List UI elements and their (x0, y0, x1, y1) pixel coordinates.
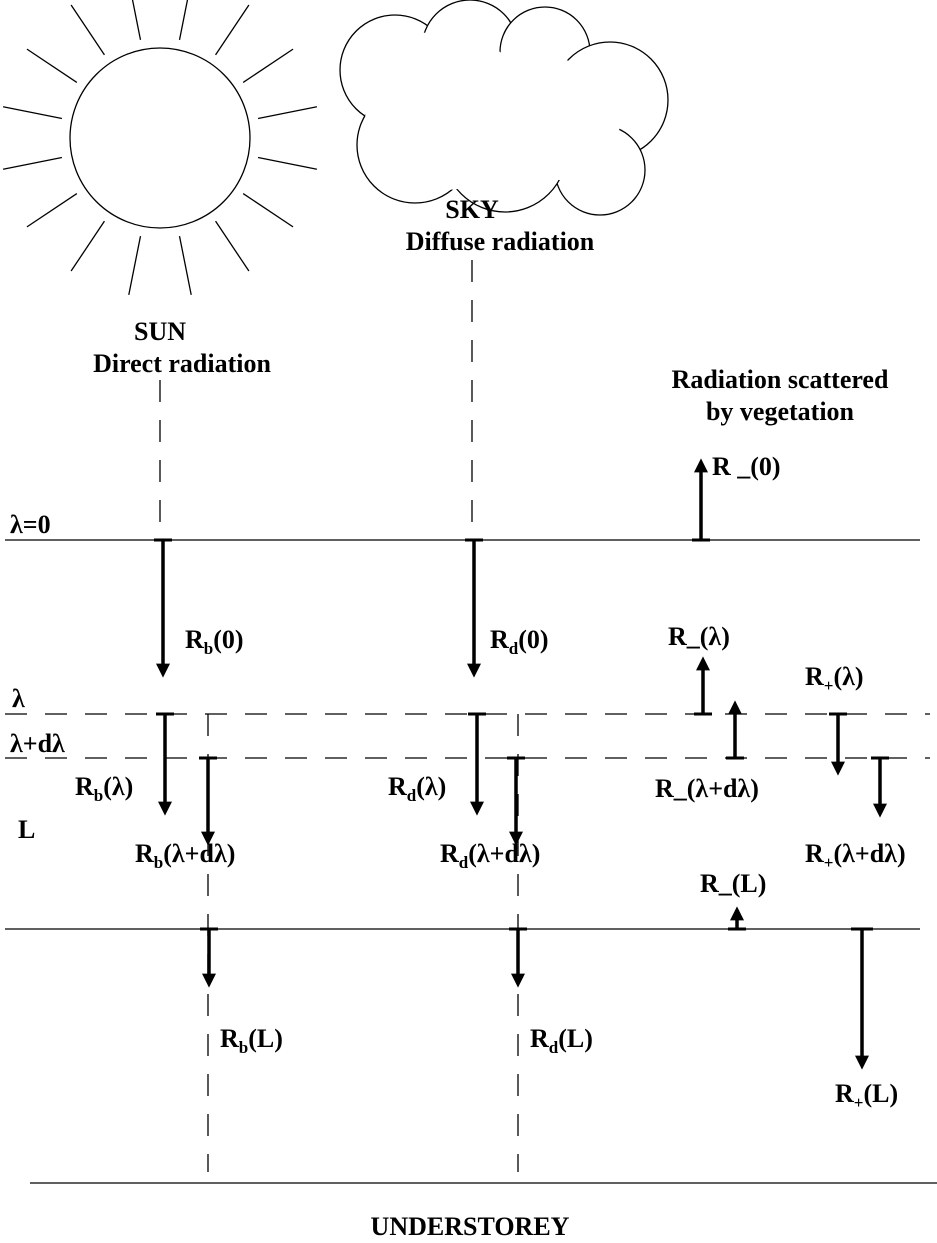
sun-title: SUN (134, 317, 186, 346)
sun-ray (257, 156, 318, 170)
sun-ray (26, 193, 78, 228)
subscript: b (239, 1038, 248, 1057)
flux-labels: Rb(0) Rd(0)R _(0)Rb(λ)Rb(λ+dλ)Rd(λ)Rd(λ+d… (75, 452, 906, 1112)
argument: (L) (863, 1079, 898, 1108)
sky-title: SKY (445, 195, 499, 224)
flux-label: R+(λ) (805, 662, 864, 695)
sky-subtitle: Diffuse radiation (406, 227, 595, 256)
sun-ray (178, 235, 192, 296)
cloud-icon (339, 0, 669, 216)
sun-disc (69, 47, 251, 229)
level-label: λ=0 (10, 510, 51, 539)
flux-label: R+(L) (835, 1079, 898, 1112)
flux-label: R_(λ) (668, 622, 730, 651)
subscript: + (824, 853, 834, 872)
subscript: d (509, 639, 519, 658)
sun-ray (242, 48, 294, 83)
footer: UNDERSTOREY (371, 1212, 570, 1241)
scattered-line: by vegetation (706, 397, 855, 426)
symbol: R (185, 625, 204, 654)
sun-ray (131, 0, 142, 41)
arrows (154, 458, 889, 1070)
subscript: b (154, 853, 163, 872)
subscript: b (94, 786, 103, 805)
sun-ray (2, 156, 63, 170)
subscript: d (407, 786, 417, 805)
argument: (λ+dλ) (833, 839, 905, 868)
sun-icon (2, 0, 318, 296)
flux-label: Rb(0) (185, 625, 244, 658)
argument: (λ) (103, 772, 133, 801)
sun-ray (26, 48, 78, 83)
flux-label: Rd(λ) (388, 772, 446, 805)
sun-ray (242, 193, 294, 228)
sun-ray (215, 4, 250, 56)
sun-ray (70, 220, 105, 272)
flux-label: Rb(λ) (75, 772, 133, 805)
argument: (L) (558, 1024, 593, 1053)
flux-label: Rd(λ+dλ) (440, 839, 540, 872)
argument: (λ) (833, 662, 863, 691)
flux-label: Rd(L) (530, 1024, 593, 1057)
symbol: R (220, 1024, 239, 1053)
subscript: + (824, 676, 834, 695)
scattered-line: Radiation scattered (672, 365, 889, 394)
argument: (0) (213, 625, 243, 654)
argument: (L) (248, 1024, 283, 1053)
flux-label: R+(λ+dλ) (805, 839, 906, 872)
symbol: R (805, 662, 824, 691)
sun-ray (178, 0, 189, 41)
symbol: R (440, 839, 459, 868)
level-label: λ (12, 684, 25, 713)
symbol: R (135, 839, 154, 868)
flux-label: R_(λ+dλ) (655, 774, 759, 803)
symbol: R (490, 625, 509, 654)
level-label: λ+dλ (10, 729, 65, 758)
sun-ray (215, 220, 250, 272)
flux-label: Rb(λ+dλ) (135, 839, 235, 872)
flux-label: Rb(L) (220, 1024, 283, 1057)
lines (5, 260, 937, 1184)
sun-ray (70, 4, 105, 56)
subscript: b (204, 639, 213, 658)
subscript: + (854, 1093, 864, 1112)
argument: (λ+dλ) (163, 839, 235, 868)
symbol: R (388, 772, 407, 801)
sun-ray (257, 106, 318, 120)
flux-label: R_(L) (700, 869, 766, 898)
symbol: R (835, 1079, 854, 1108)
symbol: R (530, 1024, 549, 1053)
argument: (λ+dλ) (468, 839, 540, 868)
subscript: d (459, 853, 469, 872)
flux-label: Rd(0) (490, 625, 549, 658)
flux-label: R _(0) (712, 452, 781, 481)
subscript: d (549, 1038, 559, 1057)
sun-ray (2, 106, 63, 120)
sun-ray (128, 235, 142, 296)
symbol: R (805, 839, 824, 868)
level-label: L (18, 815, 35, 844)
symbol: R (75, 772, 94, 801)
argument: (0) (518, 625, 548, 654)
argument: (λ) (416, 772, 446, 801)
sun-subtitle: Direct radiation (93, 349, 271, 378)
